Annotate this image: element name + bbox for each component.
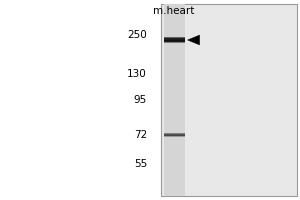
FancyBboxPatch shape [164, 4, 184, 196]
Bar [164, 37, 184, 39]
Bar [164, 39, 184, 41]
Bar [164, 41, 184, 43]
Bar [164, 40, 184, 42]
Bar [164, 40, 184, 42]
Bar [164, 40, 184, 42]
Bar [164, 39, 184, 41]
Bar [164, 41, 184, 43]
Bar [164, 135, 184, 136]
Bar [164, 136, 184, 137]
Bar [164, 134, 184, 135]
Bar [164, 38, 184, 40]
Bar [164, 38, 184, 40]
Bar [164, 133, 184, 134]
Bar [164, 40, 184, 42]
Text: 55: 55 [134, 159, 147, 169]
Bar [164, 41, 184, 43]
Bar [164, 135, 184, 137]
Bar [164, 40, 184, 42]
Text: m.heart: m.heart [153, 6, 195, 16]
Bar [164, 134, 184, 135]
Bar [164, 39, 184, 40]
Bar [164, 37, 184, 39]
Bar [164, 38, 184, 40]
Text: 130: 130 [127, 69, 147, 79]
Bar [164, 36, 184, 38]
Bar [164, 133, 184, 135]
Bar [164, 41, 184, 42]
Bar [164, 41, 184, 43]
Bar [164, 134, 184, 136]
Bar [164, 39, 184, 41]
Text: 250: 250 [127, 30, 147, 40]
Bar [164, 37, 184, 39]
Bar [164, 134, 184, 136]
Bar [164, 40, 184, 41]
Bar [164, 37, 184, 39]
Bar [164, 136, 184, 137]
Bar [164, 38, 184, 40]
Bar [164, 133, 184, 135]
Text: 95: 95 [134, 95, 147, 105]
Bar [164, 38, 184, 40]
Bar [164, 39, 184, 41]
Bar [164, 132, 184, 134]
Bar [164, 37, 184, 38]
Bar [164, 135, 184, 136]
Text: 72: 72 [134, 130, 147, 140]
Bar [164, 133, 184, 134]
Bar [164, 38, 184, 39]
FancyBboxPatch shape [160, 4, 297, 196]
Polygon shape [188, 35, 200, 45]
Bar [164, 39, 184, 41]
Bar [164, 41, 184, 43]
Bar [164, 135, 184, 137]
